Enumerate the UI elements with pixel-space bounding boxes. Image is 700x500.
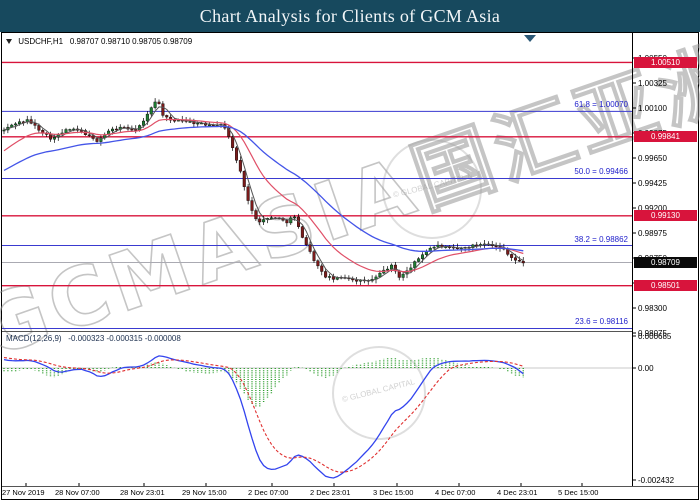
chart-shift-marker-icon	[524, 35, 536, 42]
macd-values: -0.000323 -0.000315 -0.000008	[68, 334, 181, 343]
price-axis-line	[632, 33, 633, 486]
time-axis-separator	[2, 486, 698, 487]
ohlc-quotes: 0.98707 0.98710 0.98705 0.98709	[69, 37, 193, 46]
macd-canvas[interactable]	[2, 332, 632, 486]
symbol-info-strip: USDCHF,H1 0.98707 0.98710 0.98705 0.9870…	[6, 37, 192, 46]
macd-indicator-label: MACD(12,26,9) -0.000323 -0.000315 -0.000…	[6, 334, 181, 343]
chevron-down-icon	[6, 39, 12, 44]
symbol-label: USDCHF,H1	[18, 37, 64, 46]
page-title: Chart Analysis for Clients of GCM Asia	[0, 0, 700, 32]
main-macd-separator	[2, 331, 632, 332]
macd-name: MACD(12,26,9)	[6, 334, 62, 343]
main-chart-canvas[interactable]	[2, 33, 632, 331]
